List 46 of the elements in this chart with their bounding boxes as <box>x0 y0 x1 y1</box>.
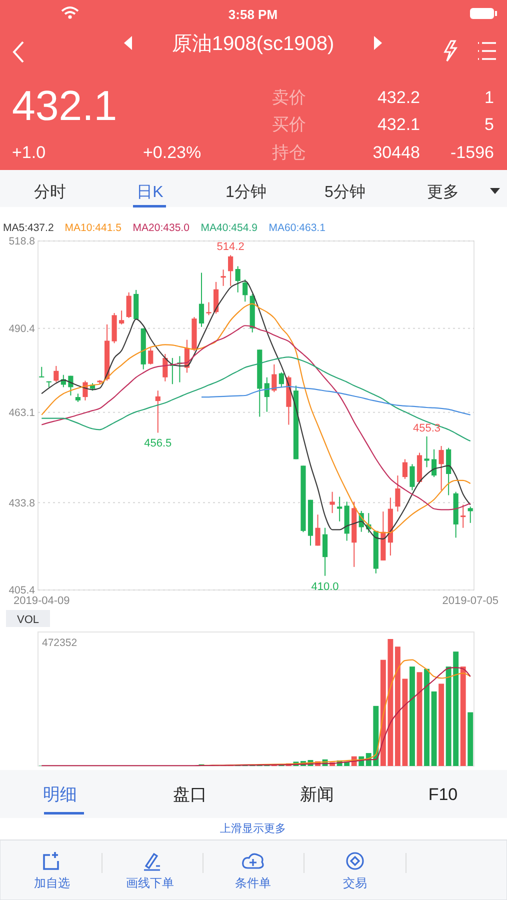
text: 原油1908(sc1908) <box>172 33 334 55</box>
text: 5分钟 <box>324 184 366 201</box>
text: 1分钟 <box>226 184 266 201</box>
text: 3:58 PM <box>228 7 278 22</box>
text: 持仓 <box>272 143 306 162</box>
text: 分时 <box>34 183 66 201</box>
y-tick-label: 405.4 <box>8 584 36 597</box>
x-tick-label: 2019-04-09 <box>13 595 70 607</box>
annotation: 472352 <box>42 637 78 649</box>
text: 画线下单 <box>126 876 174 890</box>
text: 条件单 <box>235 876 271 890</box>
text: MA20:435.0 <box>132 222 190 234</box>
text: MA40:454.9 <box>200 222 258 234</box>
text: F10 <box>428 785 458 804</box>
y-tick-label: 463.1 <box>8 407 36 420</box>
text: 明细 <box>43 785 77 804</box>
text: 盘口 <box>173 785 207 804</box>
text: +0.23% <box>143 143 202 162</box>
text: 1 <box>484 88 494 107</box>
text: MA60:463.1 <box>268 222 326 234</box>
text: 加自选 <box>34 876 70 890</box>
text: 432.1 <box>12 82 118 129</box>
text: 新闻 <box>300 785 334 804</box>
text: 432.2 <box>377 88 420 107</box>
text: +1.0 <box>12 143 46 162</box>
text: MA10:441.5 <box>64 222 122 234</box>
annotation: 455.3 <box>413 422 441 434</box>
text: 30448 <box>372 143 420 162</box>
text: 交易 <box>343 876 367 890</box>
text: 日K <box>136 184 164 201</box>
y-tick-label: 433.8 <box>8 497 36 510</box>
text: MA5:437.2 <box>3 222 54 234</box>
chart-title: VOL <box>16 614 40 626</box>
text: 5 <box>484 115 494 134</box>
text: 432.1 <box>377 115 420 134</box>
text: 买价 <box>272 115 306 134</box>
annotation: 410.0 <box>311 580 339 593</box>
text: 更多 <box>427 183 459 201</box>
text: -1596 <box>450 143 494 162</box>
text: 上滑显示更多 <box>220 822 286 835</box>
annotation: 456.5 <box>144 438 172 450</box>
y-tick-label: 518.8 <box>8 236 36 248</box>
annotation: 514.2 <box>216 241 244 254</box>
text: 卖价 <box>272 88 306 107</box>
x-tick-label: 2019-07-05 <box>442 595 499 607</box>
y-tick-label: 490.4 <box>8 323 36 336</box>
